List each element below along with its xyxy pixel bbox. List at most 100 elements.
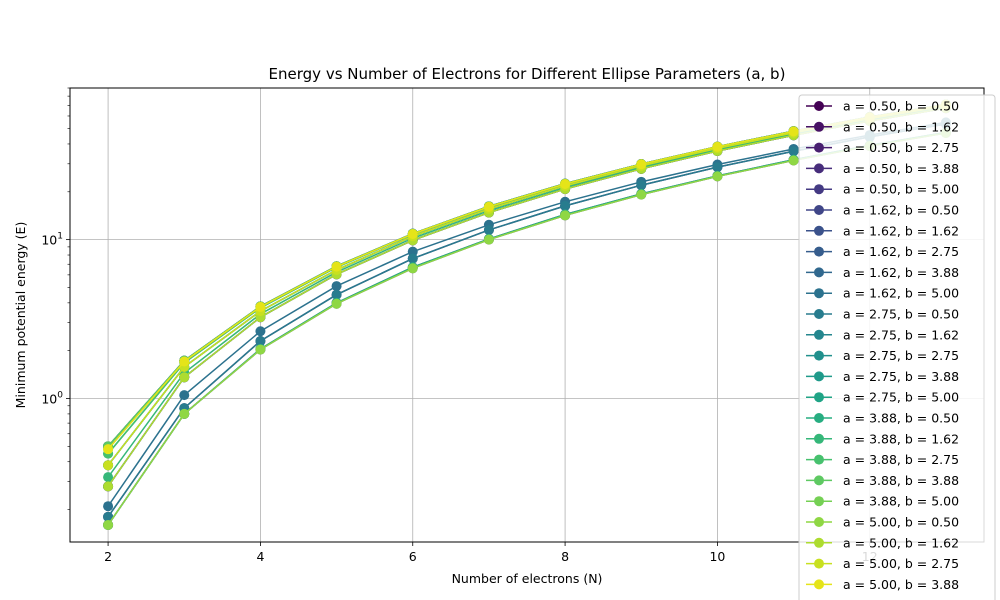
data-point [179,408,190,419]
legend-label: a = 5.00, b = 1.62 [843,535,959,550]
data-point [331,298,342,309]
legend: a = 0.50, b = 0.50 a = 0.50, b = 1.62 a = … [798,94,996,600]
legend-label: a = 2.75, b = 1.62 [843,327,959,342]
legend-marker [814,475,824,486]
legend-marker [814,537,824,548]
data-point [560,178,571,189]
legend-marker [814,496,824,507]
legend-label: a = 2.75, b = 2.75 [843,348,959,363]
legend-entry: a = 3.88, b = 2.75 [806,452,959,467]
legend-entry: a = 3.88, b = 3.88 [806,473,959,488]
legend-entry: a = 2.75, b = 1.62 [806,327,959,342]
legend-entry: a = 3.88, b = 5.00 [806,494,959,509]
x-tick-label: 4 [256,549,264,564]
legend-label: a = 3.88, b = 0.50 [843,411,959,426]
legend-entry: a = 1.62, b = 3.88 [806,265,959,280]
data-point [103,481,114,492]
legend-label: a = 3.88, b = 1.62 [843,431,959,446]
data-point [483,201,494,212]
data-point [179,390,190,401]
legend-label: a = 0.50, b = 2.75 [843,140,959,155]
data-point [103,444,114,455]
data-point [636,180,647,191]
legend-label: a = 5.00, b = 0.50 [843,515,959,530]
legend-entry: a = 1.62, b = 2.75 [806,244,959,259]
legend-label: a = 1.62, b = 5.00 [843,286,959,301]
data-point [255,301,266,312]
legend-label: a = 1.62, b = 2.75 [843,244,959,259]
x-tick-label: 8 [561,549,569,564]
data-point [712,141,723,152]
legend-marker [814,413,824,423]
legend-entry: a = 0.50, b = 3.88 [806,161,959,176]
legend-entry: a = 3.88, b = 1.62 [806,431,959,446]
legend-marker [814,121,824,132]
x-tick-label: 2 [104,549,112,564]
data-point [179,356,190,367]
legend-marker [814,579,824,590]
legend-label: a = 5.00, b = 3.88 [843,577,959,592]
legend-entry: a = 3.88, b = 0.50 [806,411,959,426]
legend-entry: a = 5.00, b = 1.62 [806,535,959,550]
legend-entry: a = 0.50, b = 2.75 [806,140,959,155]
legend-marker [814,288,824,299]
data-point [103,519,114,530]
legend-marker [814,267,824,278]
data-point [560,210,571,221]
y-tick-label: 100 [41,391,63,407]
data-point [331,261,342,272]
data-point [407,263,418,274]
data-point [255,336,266,347]
legend-label: a = 2.75, b = 3.88 [843,369,959,384]
legend-entry: a = 0.50, b = 5.00 [806,182,959,197]
legend-label: a = 0.50, b = 1.62 [843,119,959,134]
legend-entry: a = 0.50, b = 0.50 [806,99,959,114]
x-axis-title: Number of electrons (N) [452,571,603,586]
legend-label: a = 0.50, b = 3.88 [843,161,959,176]
data-point [103,501,114,512]
legend-label: a = 2.75, b = 0.50 [843,307,959,322]
data-point [483,224,494,235]
legend-marker [814,225,824,236]
legend-entry: a = 2.75, b = 0.50 [806,307,959,322]
data-point [103,511,114,522]
legend-label: a = 5.00, b = 2.75 [843,556,959,571]
legend-label: a = 2.75, b = 5.00 [843,390,959,405]
data-point [331,289,342,300]
data-point [407,228,418,239]
legend-entry: a = 1.62, b = 1.62 [806,223,959,238]
legend-marker [814,433,824,444]
legend-entry: a = 2.75, b = 3.88 [806,369,959,384]
x-tick-label: 6 [409,549,417,564]
legend-marker [814,350,824,361]
legend-entry: a = 5.00, b = 0.50 [806,515,959,530]
data-point [560,200,571,211]
legend-label: a = 1.62, b = 0.50 [843,203,959,218]
legend-entry: a = 0.50, b = 1.62 [806,119,959,134]
legend-entry: a = 5.00, b = 3.88 [806,577,959,592]
y-tick-label: 101 [41,232,63,248]
legend-marker [814,101,824,111]
data-point [103,472,114,483]
legend-marker [814,371,824,382]
chart-title: Energy vs Number of Electrons for Differ… [269,65,786,83]
legend-marker [814,163,824,174]
legend-box [798,94,996,600]
legend-marker [814,142,824,153]
x-tick-label: 10 [709,549,725,564]
legend-entry: a = 2.75, b = 5.00 [806,390,959,405]
legend-marker [814,454,824,465]
data-point [712,162,723,173]
data-point [788,146,799,157]
data-point [636,189,647,200]
legend-marker [814,309,824,319]
legend-label: a = 3.88, b = 3.88 [843,473,959,488]
legend-marker [814,558,824,569]
legend-entry: a = 1.62, b = 0.50 [806,203,959,218]
legend-label: a = 3.88, b = 2.75 [843,452,959,467]
legend-label: a = 3.88, b = 5.00 [843,494,959,509]
data-point [103,460,114,471]
data-point [179,372,190,383]
y-axis-title: Minimum potential energy (E) [13,222,28,409]
